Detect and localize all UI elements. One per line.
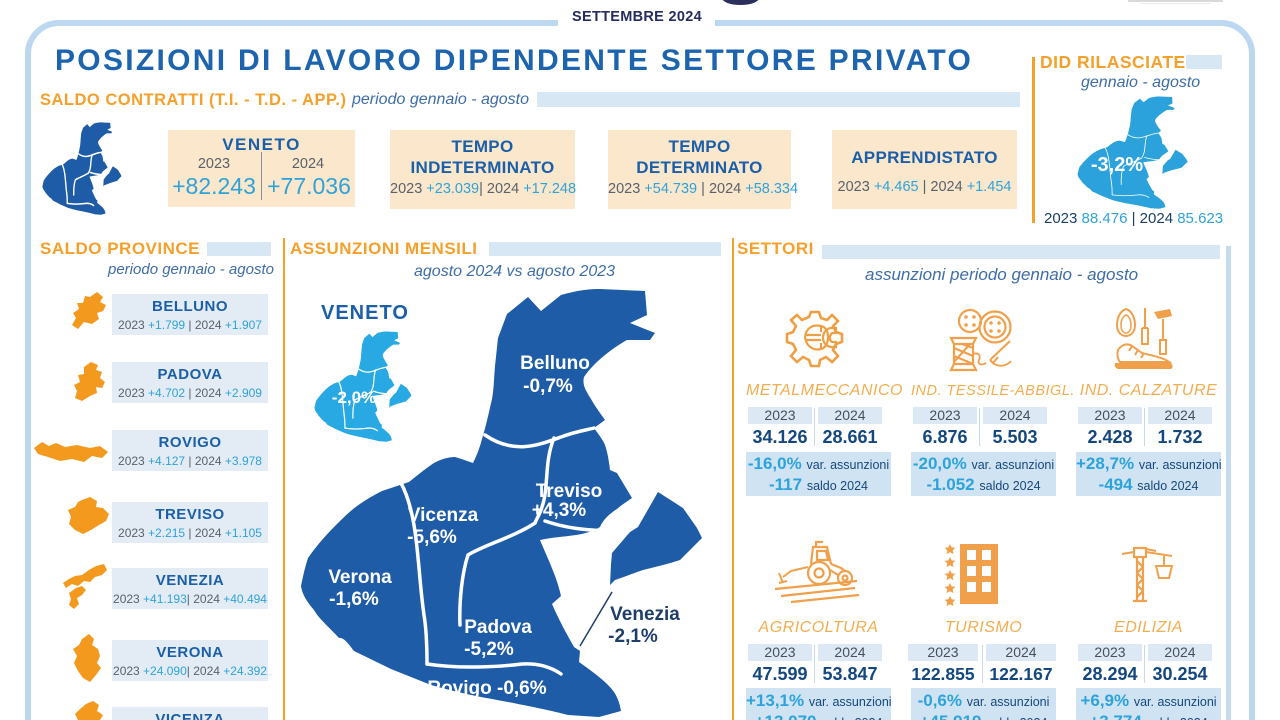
svg-text:-5,2%: -5,2% xyxy=(464,639,514,660)
svg-text:Rovigo -0,6%: Rovigo -0,6% xyxy=(427,678,546,699)
svg-text:-0,7%: -0,7% xyxy=(523,376,573,397)
svg-text:-1,6%: -1,6% xyxy=(329,589,379,610)
svg-text:Treviso: Treviso xyxy=(536,481,603,502)
svg-text:Venezia: Venezia xyxy=(610,604,680,625)
svg-text:Belluno: Belluno xyxy=(520,353,590,374)
svg-text:+4,3%: +4,3% xyxy=(532,500,587,521)
svg-text:-2,1%: -2,1% xyxy=(608,626,658,647)
svg-text:-5,6%: -5,6% xyxy=(407,527,457,548)
svg-text:Vicenza: Vicenza xyxy=(408,505,479,526)
svg-text:Verona: Verona xyxy=(328,567,392,588)
svg-text:Padova: Padova xyxy=(464,617,532,638)
